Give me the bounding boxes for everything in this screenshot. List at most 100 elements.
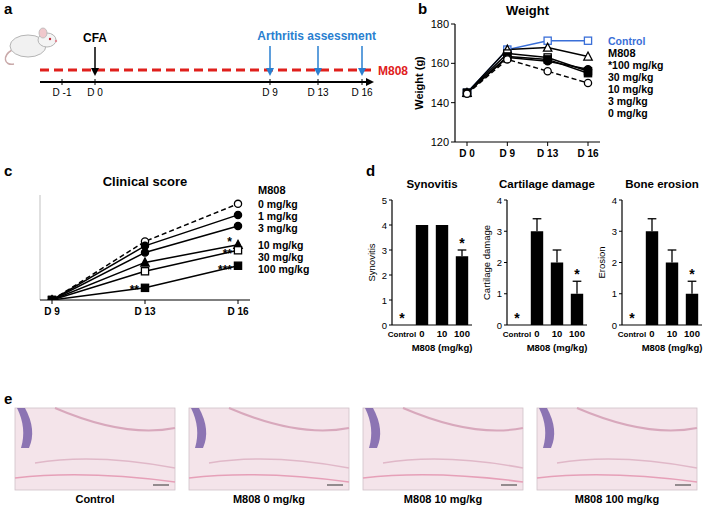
plot-data (463, 37, 592, 97)
x-axis-label: M808 (mg/kg) (527, 342, 588, 353)
y-tick-label: 4 (497, 195, 502, 206)
panel-label: a (4, 0, 13, 17)
histology-image (15, 408, 175, 490)
chart-title: Bone erosion (625, 178, 698, 190)
y-tick-label: 1 (497, 288, 502, 299)
annotation: ** (223, 247, 233, 261)
chart-title: Clinical score (103, 174, 188, 189)
bar (551, 263, 563, 326)
legend-label: 30 mg/kg (258, 251, 304, 263)
joint-space (383, 459, 523, 468)
y-tick-label: 1 (382, 295, 387, 306)
y-tick-label: 120 (431, 136, 449, 148)
data-point (48, 296, 55, 300)
error-cap (648, 218, 657, 219)
y-tick (451, 24, 455, 25)
joint-space (557, 459, 697, 468)
y-axis-label: Weight (g) (413, 56, 425, 110)
day-tick (362, 79, 363, 85)
x-tick-label: 0 (419, 328, 424, 339)
scale-bar (501, 485, 517, 486)
tissue-lower (15, 475, 175, 482)
error-bar (651, 219, 652, 232)
plot-data (48, 200, 242, 300)
series-line (467, 59, 588, 93)
y-axis-label: Erosion (596, 246, 607, 278)
legend-label: 10 mg/kg (258, 239, 304, 251)
series-line (52, 215, 238, 300)
x-tick (145, 300, 146, 304)
x-tick-label: 10 (437, 328, 448, 339)
y-tick (504, 293, 507, 294)
y-tick-label: 3 (497, 226, 502, 237)
data-point (234, 211, 241, 218)
x-tick-label: Control (618, 330, 646, 339)
scale-bar (675, 485, 691, 486)
y-tick (389, 325, 392, 326)
data-point (234, 200, 241, 207)
data-point (48, 296, 55, 300)
y-tick (619, 231, 622, 232)
data-point (544, 58, 551, 65)
y-tick (389, 275, 392, 276)
bar (436, 225, 448, 325)
day-tick (62, 79, 63, 85)
error-bar (536, 219, 537, 232)
legend-label: 30 mg/kg (608, 71, 654, 83)
bar (531, 231, 543, 325)
legend-label: 1 mg/kg (258, 210, 298, 222)
y-tick-label: 0 (612, 320, 617, 331)
scale-bar (153, 485, 169, 486)
event-label: CFA (83, 31, 107, 45)
x-axis-label: M808 (mg/kg) (642, 342, 703, 353)
data-point (504, 56, 511, 63)
histology: ControlM808 0 mg/kgM808 10 mg/kgM808 100… (15, 408, 697, 505)
legend-label: 0 mg/kg (608, 107, 648, 119)
y-tick (389, 200, 392, 201)
annotation: * (399, 310, 405, 326)
y-tick-label: 0 (497, 320, 502, 331)
annotation: * (459, 235, 465, 251)
bar (571, 294, 583, 325)
data-point (463, 90, 470, 97)
bone-surface (403, 408, 523, 431)
data-point (584, 37, 591, 44)
day-label: D 0 (87, 87, 103, 98)
assessment-label: Arthritis assessment (257, 29, 376, 43)
bar-chart: Cartilage damage01234Cartilage damageCon… (481, 178, 595, 353)
y-tick (389, 225, 392, 226)
data-point (463, 89, 470, 96)
bar (666, 263, 678, 326)
y-tick (619, 200, 622, 201)
series-line (52, 226, 238, 300)
legend-title: M808 (258, 184, 286, 196)
tissue-lower (363, 475, 523, 482)
series-line (467, 41, 588, 93)
x-tick-label: 100 (684, 328, 700, 339)
tissue-background (15, 408, 175, 490)
error-bar (556, 250, 557, 263)
cartilage-stain (539, 408, 554, 448)
treatment-line (40, 69, 375, 72)
bar-chart: Bone erosion01234ErosionControl010100M80… (596, 178, 702, 353)
image-label: M808 100 mg/kg (575, 493, 659, 505)
legend-label: 100 mg/kg (258, 263, 309, 275)
y-tick (504, 200, 507, 201)
y-tick (389, 250, 392, 251)
y-tick (451, 142, 455, 143)
error-cap (553, 249, 562, 250)
error-cap (668, 249, 677, 250)
annotation: *** (218, 263, 232, 277)
error-cap (533, 218, 542, 219)
data-point (234, 247, 241, 254)
series-line (52, 266, 238, 300)
data-point (141, 249, 148, 256)
mouse-eye (49, 38, 51, 40)
y-tick-label: 4 (612, 195, 617, 206)
y-axis-label: Synovitis (366, 243, 377, 281)
scale-bar (327, 485, 343, 486)
data-point (463, 89, 470, 96)
day-tick (270, 79, 271, 85)
data-point (543, 43, 551, 51)
y-tick (389, 300, 392, 301)
